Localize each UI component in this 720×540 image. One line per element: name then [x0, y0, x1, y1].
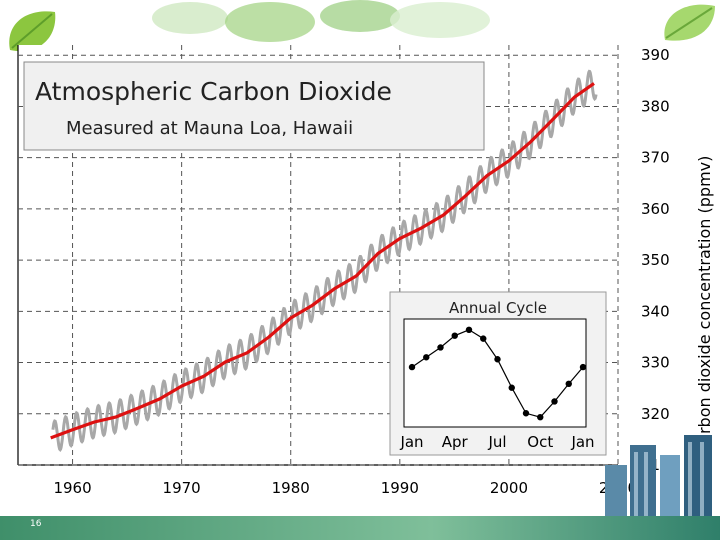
- x-tick-label: 1990: [381, 479, 419, 497]
- inset-tick-labels: Jan Apr Jul Oct Jan: [399, 433, 594, 451]
- inset-point: [551, 398, 558, 405]
- x-tick-labels: 196019701980199020002010: [53, 479, 637, 497]
- leaf-decoration-icon: [9, 11, 56, 52]
- y-tick-label: 350: [641, 251, 670, 269]
- inset-tick-label: Oct: [527, 433, 553, 451]
- inset-point: [408, 363, 416, 371]
- y-tick-label: 340: [641, 302, 670, 320]
- title-box: Atmospheric Carbon Dioxide Measured at M…: [23, 61, 485, 151]
- y-tick-label: 380: [641, 97, 670, 115]
- inset-annual-cycle: Annual Cycle Jan Apr Jul Oct Jan: [389, 291, 607, 456]
- x-tick-label: 1980: [272, 479, 310, 497]
- inset-tick-label: Jul: [487, 433, 506, 451]
- inset-point: [537, 413, 544, 421]
- inset-tick-label: Jan: [399, 433, 423, 451]
- leaves-banner-icon: [152, 0, 490, 42]
- inset-title: Annual Cycle: [449, 299, 547, 317]
- y-tick-label: 390: [641, 46, 670, 64]
- inset-point: [565, 380, 572, 387]
- y-tick-label: 360: [641, 200, 670, 218]
- inset-point: [508, 384, 515, 391]
- x-tick-label: 1970: [163, 479, 201, 497]
- y-tick-labels: 310320330340350360370380390: [641, 46, 670, 474]
- inset-point: [451, 332, 458, 339]
- x-tick-label: 2000: [490, 479, 528, 497]
- page-number: 16: [30, 519, 42, 529]
- leaf-decoration-icon: [664, 4, 715, 41]
- y-tick-label: 330: [641, 354, 670, 372]
- chart-title: Atmospheric Carbon Dioxide: [35, 77, 392, 106]
- y-tick-label: 370: [641, 149, 670, 167]
- inset-point: [465, 326, 473, 333]
- inset-point: [480, 335, 487, 342]
- inset-point: [423, 354, 430, 361]
- y-tick-label: 320: [641, 405, 670, 423]
- inset-point: [579, 363, 587, 371]
- inset-series: [408, 326, 587, 421]
- x-tick-label: 1960: [53, 479, 91, 497]
- seasonal-line: [51, 69, 598, 453]
- y-axis-label: Carbon dioxide concentration (ppmv): [695, 156, 714, 455]
- inset-point: [522, 410, 530, 417]
- inset-tick-label: Jan: [570, 433, 594, 451]
- inset-point: [437, 344, 444, 351]
- seasonal-series: [51, 69, 598, 453]
- footer-bar: [0, 516, 720, 540]
- chart-subtitle: Measured at Mauna Loa, Hawaii: [66, 118, 353, 139]
- inset-point: [494, 356, 501, 363]
- trend-line: [50, 82, 595, 440]
- trend-series: [50, 82, 595, 440]
- inset-tick-label: Apr: [442, 433, 469, 451]
